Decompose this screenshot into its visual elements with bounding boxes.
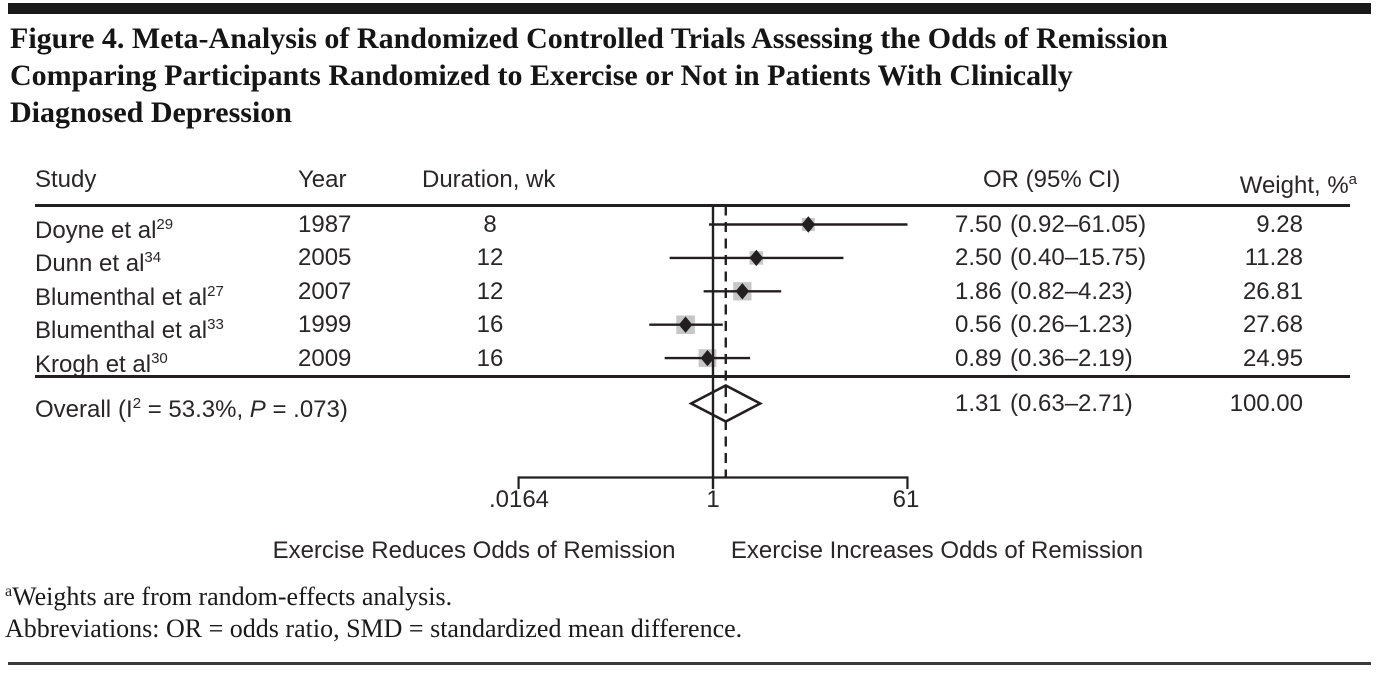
study-weight: 27.68	[1242, 311, 1303, 338]
study-or-ci: 0.56 (0.26–1.23)	[955, 311, 1133, 338]
axis-tick-null: 1	[706, 486, 720, 513]
study-duration: 12	[476, 278, 504, 305]
table-header-row: Study Year Duration, wk OR (95% CI) Weig…	[0, 158, 1379, 202]
study-year: 2009	[298, 345, 352, 372]
overall-divider-rule	[35, 375, 1350, 378]
study-name: Dunn et al34	[35, 249, 162, 277]
header-divider-rule	[35, 204, 1350, 207]
figure-title: Figure 4. Meta-Analysis of Randomized Co…	[10, 22, 1168, 129]
footnote-abbreviations: Abbreviations: OR = odds ratio, SMD = st…	[5, 614, 743, 643]
study-year: 1987	[298, 211, 352, 238]
study-weight: 11.28	[1244, 244, 1303, 271]
study-year: 2007	[298, 278, 352, 305]
study-row: Blumenthal et al33 1999 16 0.56 (0.26–1.2…	[0, 308, 1379, 344]
direction-label-right: Exercise Increases Odds of Remission	[730, 537, 1144, 564]
top-rule-bar	[8, 3, 1371, 14]
study-row: Dunn et al34 2005 12 2.50 (0.40–15.75) 11…	[0, 241, 1379, 277]
study-weight: 9.28	[1256, 211, 1303, 238]
study-or-ci: 1.86 (0.82–4.23)	[955, 278, 1133, 305]
study-row: Doyne et al29 1987 8 7.50 (0.92–61.05) 9.…	[0, 208, 1379, 244]
study-duration: 12	[476, 244, 504, 271]
overall-or-ci: 1.31 (0.63–2.71)	[955, 390, 1133, 417]
study-reference: 33	[207, 316, 224, 333]
study-duration: 8	[483, 211, 497, 238]
axis-tick-min: .0164	[488, 486, 550, 513]
study-reference: 29	[156, 216, 174, 233]
header-duration: Duration, wk	[422, 166, 556, 193]
study-reference: 30	[151, 350, 168, 367]
study-name: Doyne et al29	[35, 216, 174, 244]
x-axis	[517, 476, 909, 489]
study-name: Blumenthal et al33	[35, 316, 224, 344]
or-point-marker	[735, 283, 750, 300]
header-or-ci: OR (95% CI)	[983, 166, 1121, 193]
study-reference: 27	[207, 283, 224, 300]
header-study: Study	[35, 166, 97, 193]
study-or-ci: 0.89 (0.36–2.19)	[955, 345, 1133, 372]
header-year: Year	[298, 166, 347, 193]
study-name: Krogh et al30	[35, 350, 168, 378]
or-point-marker	[749, 249, 764, 267]
study-weight: 26.81	[1242, 278, 1303, 305]
axis-tick-max: 61	[892, 486, 920, 513]
study-or-ci: 2.50 (0.40–15.75)	[955, 244, 1147, 271]
bottom-rule-bar	[8, 662, 1371, 665]
study-year: 2005	[298, 244, 352, 271]
study-reference: 34	[144, 249, 162, 266]
overall-diamond	[688, 384, 763, 423]
footnote-weights: aWeights are from random-effects analysi…	[5, 582, 453, 611]
overall-row: Overall (I2 = 53.3%, P = .073) 1.31 (0.63–…	[0, 387, 1379, 423]
study-row: Krogh et al30 2009 16 0.89 (0.36–2.19) 24…	[0, 342, 1379, 378]
or-point-marker	[678, 316, 693, 333]
or-point-marker	[801, 216, 816, 233]
overall-label: Overall (I2 = 53.3%, P = .073)	[35, 395, 348, 423]
study-year: 1999	[298, 311, 352, 338]
or-point-marker	[700, 349, 715, 367]
study-weight: 24.95	[1242, 345, 1303, 372]
footnote-marker: a	[5, 583, 13, 600]
header-weight: Weight, %a	[1239, 171, 1357, 199]
overall-weight: 100.00	[1229, 390, 1303, 417]
study-duration: 16	[476, 345, 504, 372]
study-name: Blumenthal et al27	[35, 283, 224, 311]
header-weight-footnote-marker: a	[1348, 171, 1357, 188]
study-or-ci: 7.50 (0.92–61.05)	[955, 211, 1147, 238]
direction-label-left: Exercise Reduces Odds of Remission	[272, 537, 676, 564]
study-row: Blumenthal et al27 2007 12 1.86 (0.82–4.2…	[0, 275, 1379, 311]
study-duration: 16	[476, 311, 504, 338]
